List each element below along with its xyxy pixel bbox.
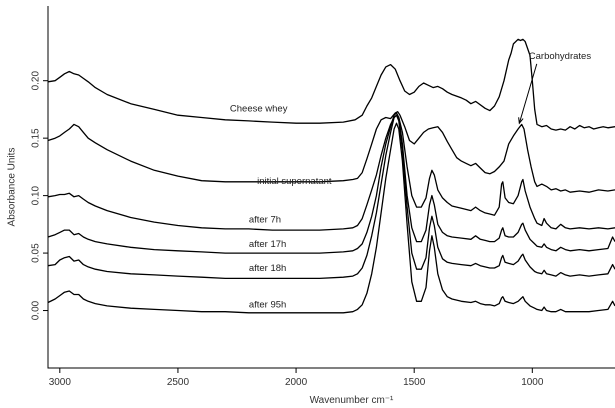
y-tick-label: 0.00: [31, 300, 42, 320]
series-labels: Cheese whey initial supernatant after 7h af…: [230, 104, 332, 311]
y-tick-label: 0.15: [31, 128, 42, 148]
series-line-6: [47, 122, 615, 314]
axis-lines: [47, 6, 615, 369]
series-label: initial supernatant: [257, 176, 332, 187]
annotation-arrowhead: [518, 117, 524, 125]
y-tick-label: 0.20: [31, 71, 42, 91]
series-label: after 17h: [249, 239, 287, 250]
annotations: Carbohydrates: [518, 51, 592, 125]
annotation-arrow: [518, 63, 538, 124]
series-line-4: [47, 112, 615, 254]
series-label: after 18h: [249, 263, 287, 274]
series-label: after 95h: [249, 300, 287, 311]
x-tick-label: 2500: [167, 377, 190, 388]
x-axis-ticks: 3000 2500 2000 1500 1000: [49, 368, 544, 388]
y-tick-label: 0.10: [31, 185, 42, 205]
plot-area: Cheese whey initial supernatant after 7h af…: [47, 38, 615, 314]
x-tick-label: 1000: [521, 377, 544, 388]
y-tick-label: 0.05: [31, 243, 42, 263]
series-line-3: [47, 114, 615, 231]
series-line-1: [47, 38, 615, 131]
x-axis-title: Wavenumber cm⁻¹: [310, 395, 394, 406]
y-axis-title: Absorbance Units: [7, 148, 18, 227]
series-line-5: [47, 114, 615, 280]
series-group: [47, 38, 615, 314]
x-tick-label: 3000: [49, 377, 72, 388]
series-label: Cheese whey: [230, 104, 288, 115]
annotation-label: Carbohydrates: [529, 51, 592, 62]
series-line-2: [47, 111, 615, 193]
series-label: after 7h: [249, 215, 281, 226]
x-tick-label: 2000: [285, 377, 308, 388]
x-tick-label: 1500: [403, 377, 426, 388]
y-axis-ticks: 0.00 0.05 0.10 0.15 0.20: [31, 71, 48, 320]
